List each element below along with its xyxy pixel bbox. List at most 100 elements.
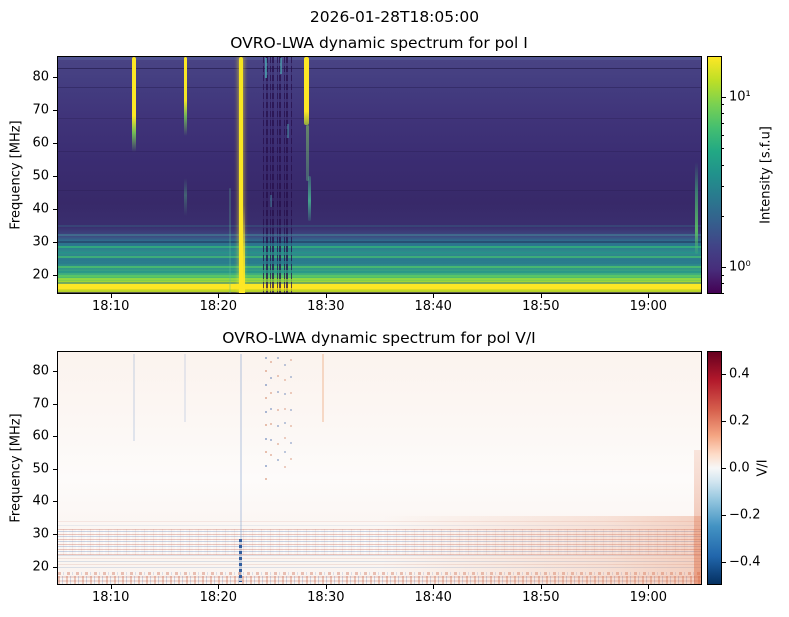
spectrogram-row-band [58,271,701,274]
x-tick-mark [218,294,220,298]
y-tick-mark [53,403,57,405]
spectrogram-column-feature [279,58,282,74]
colorbar-tick-label: 0.0 [729,460,750,476]
y-tick-mark [53,468,57,470]
colorbar-tick-label: 0.4 [729,366,750,382]
stokes-i-ylabel: Frequency [MHz] [8,120,24,230]
y-tick-label: 70 [32,102,49,118]
spectrogram-row-band [58,117,701,119]
x-tick-label: 18:10 [91,299,130,314]
spectrogram-region-tint [694,450,701,584]
colorbar-tick-label: −0.2 [729,507,761,523]
colorbar-tick-label: −0.4 [729,554,761,570]
colorbar-minor-tick-mark [722,283,724,285]
spectrogram-column-feature [289,359,292,465]
spectrogram-row-band [58,67,701,69]
y-tick-mark [53,76,57,78]
y-tick-mark [53,175,57,177]
data-dropout-column [272,57,274,293]
y-tick-label: 30 [32,234,49,250]
spectrogram-column-feature [239,539,242,583]
colorbar-minor-tick-mark [722,134,724,136]
y-tick-mark [53,566,57,568]
y-tick-label: 20 [32,267,49,283]
radio-burst-streak [306,124,310,181]
spectrogram-row-band [58,528,701,555]
colorbar-minor-tick-mark [722,148,724,150]
colorbar-minor-tick-mark [722,274,724,276]
spectrogram-row-band [58,246,701,249]
x-tick-label: 18:50 [522,299,560,314]
figure-suptitle: 2026-01-28T18:05:00 [309,8,480,26]
x-tick-label: 19:00 [629,590,668,605]
x-tick-mark [110,294,112,298]
spectrogram-region-tint [380,515,701,584]
x-tick-label: 18:30 [307,299,345,314]
y-tick-label: 50 [32,168,49,184]
y-tick-mark [53,501,57,503]
radio-burst-streak [308,176,312,222]
data-dropout-column [290,57,292,293]
spectrogram-row-band [58,240,701,243]
x-tick-label: 18:50 [522,590,560,605]
x-tick-label: 18:10 [91,590,130,605]
spectrogram-row-band [58,151,701,152]
y-tick-label: 60 [32,428,49,444]
radio-burst-streak [241,204,245,293]
colorbar-tick-label: 10¹ [729,89,751,105]
y-tick-label: 70 [32,396,49,412]
spectrogram-row-band [58,520,701,529]
radio-burst-streak [695,161,698,255]
stokes-i-spectrogram [57,56,702,294]
x-tick-mark [648,585,650,589]
stokes-v-colorbar-label: V/I [755,459,771,477]
x-tick-label: 18:30 [307,590,345,605]
data-dropout-column [266,57,268,293]
y-tick-mark [53,275,57,277]
radio-burst-streak [303,57,309,125]
spectrogram-row-band [58,57,701,60]
spectrogram-row-band [58,256,701,259]
radio-burst-streak [183,57,187,136]
colorbar-minor-tick-mark [722,164,724,166]
x-tick-mark [110,585,112,589]
colorbar-tick-mark [722,421,726,423]
y-tick-label: 60 [32,135,49,151]
y-tick-mark [53,371,57,373]
spectrogram-row-band [58,284,701,290]
spectrogram-column-feature [284,363,286,469]
x-tick-label: 18:20 [199,299,238,314]
colorbar-tick-mark [722,266,726,268]
colorbar-minor-tick-mark [722,104,724,106]
stokes-v-colorbar [707,351,722,585]
y-tick-label: 80 [32,69,49,84]
spectrogram-row-band [58,251,701,253]
data-dropout-column [276,57,278,293]
spectrogram-column-feature [240,354,243,540]
y-tick-label: 20 [32,559,49,574]
y-tick-label: 40 [32,201,49,217]
colorbar-tick-label: 10⁰ [729,259,751,275]
x-tick-mark [325,294,327,298]
data-dropout-column [269,57,271,293]
radio-burst-streak [183,178,187,217]
y-tick-label: 30 [32,526,49,542]
spectrogram-row-band [58,234,701,237]
y-tick-mark [53,109,57,111]
y-tick-mark [53,242,57,244]
spectrogram-column-feature [269,361,272,469]
data-dropout-column [286,57,288,293]
colorbar-minor-tick-mark [722,122,724,124]
x-tick-mark [433,294,435,298]
spectrogram-column-feature [276,356,279,474]
colorbar-tick-label: 0.2 [729,413,750,429]
colorbar-minor-tick-mark [722,215,724,217]
y-tick-mark [53,533,57,535]
colorbar-tick-mark [722,514,726,516]
colorbar-minor-tick-mark [722,113,724,115]
spectrogram-row-band [58,86,701,88]
x-tick-mark [648,294,650,298]
stokes-v-ylabel: Frequency [MHz] [8,413,24,523]
spectrogram-column-feature [264,356,267,481]
